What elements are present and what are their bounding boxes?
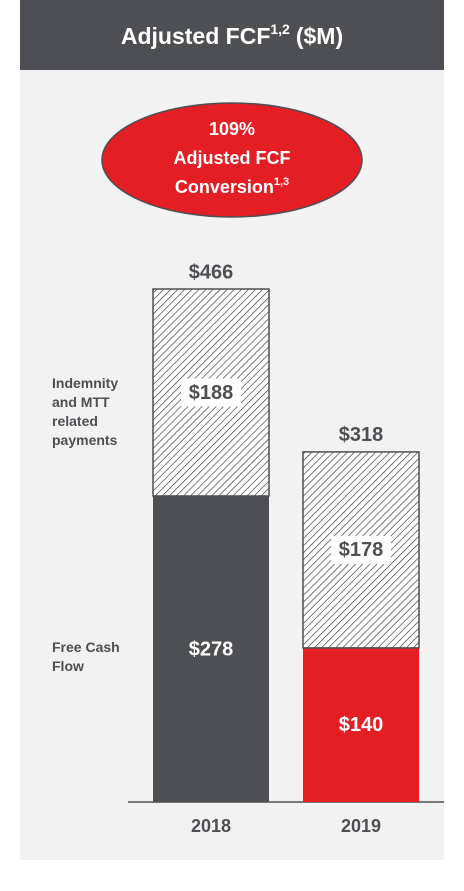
label-box [181, 378, 241, 407]
data-label: $140 [339, 714, 384, 736]
title-suffix: ($M) [296, 23, 343, 49]
bar-segment [303, 647, 419, 802]
x-tick-label: 2018 [191, 816, 231, 836]
data-label: $278 [189, 638, 234, 660]
total-label: $318 [339, 424, 384, 446]
data-label: $178 [339, 539, 384, 561]
data-label: $188 [189, 382, 234, 404]
callout-line: Conversion1,3 [175, 176, 289, 197]
title-text: Adjusted FCF [121, 23, 271, 49]
callout-line: Adjusted FCF [174, 148, 291, 168]
callout-sup: 1,3 [274, 176, 289, 188]
bar-segment [153, 495, 269, 802]
callout-text: Conversion [175, 177, 274, 197]
label-box [331, 535, 391, 564]
total-label: $466 [189, 261, 234, 283]
series-name: Indemnity and MTT related payments [52, 375, 119, 448]
header [20, 0, 444, 70]
x-tick-label: 2019 [341, 816, 381, 836]
callout-line: 109% [209, 119, 255, 139]
series-name: Free Cash Flow [52, 639, 120, 674]
callout-ellipse [101, 102, 363, 218]
title-sup: 1,2 [270, 21, 290, 37]
chart-title: Adjusted FCF1,2 ($M) [121, 21, 343, 49]
